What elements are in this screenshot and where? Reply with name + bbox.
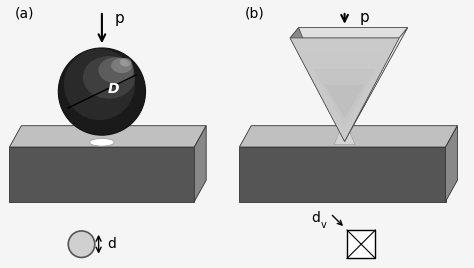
Polygon shape	[313, 69, 376, 126]
Ellipse shape	[90, 139, 114, 146]
Ellipse shape	[58, 48, 146, 135]
Ellipse shape	[98, 57, 134, 83]
Polygon shape	[9, 126, 206, 147]
Polygon shape	[290, 38, 399, 141]
Text: (a): (a)	[15, 6, 35, 20]
Text: d: d	[311, 211, 320, 225]
Polygon shape	[290, 38, 399, 141]
Polygon shape	[345, 28, 408, 141]
Text: p: p	[115, 11, 125, 26]
Polygon shape	[290, 28, 345, 141]
Polygon shape	[325, 84, 365, 118]
Polygon shape	[239, 126, 457, 147]
Ellipse shape	[119, 58, 132, 66]
Polygon shape	[290, 28, 408, 38]
Polygon shape	[301, 54, 388, 133]
Text: d: d	[107, 237, 116, 251]
Polygon shape	[194, 126, 206, 202]
Circle shape	[68, 231, 95, 258]
Polygon shape	[239, 147, 446, 202]
Text: D: D	[108, 82, 119, 96]
Ellipse shape	[83, 56, 135, 99]
FancyBboxPatch shape	[347, 230, 375, 258]
Polygon shape	[446, 126, 457, 202]
Text: v: v	[321, 220, 327, 230]
Text: (b): (b)	[245, 6, 265, 20]
Ellipse shape	[64, 49, 135, 120]
Ellipse shape	[111, 58, 132, 73]
Polygon shape	[334, 132, 355, 145]
Text: p: p	[360, 10, 369, 25]
Polygon shape	[299, 28, 408, 141]
Polygon shape	[9, 147, 194, 202]
